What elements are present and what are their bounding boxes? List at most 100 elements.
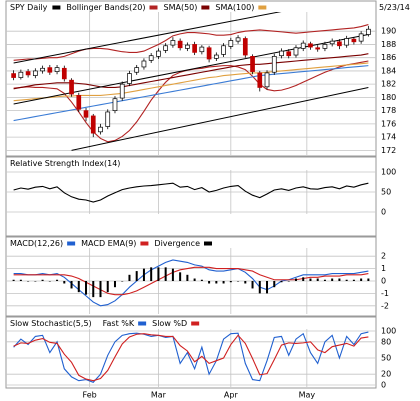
histogram-bar [367,278,370,281]
candle-body [293,47,299,56]
candle-body [242,38,248,56]
legend-swatch [67,241,76,246]
y-tick-label: 0 [381,208,386,217]
histogram-bar [85,281,88,295]
histogram-bar [360,278,363,281]
histogram-bar [135,271,138,281]
legend-swatch [138,321,147,326]
plot-area [13,182,369,203]
panel-frame [5,236,377,317]
candle-body [105,111,111,127]
legend-swatch [204,241,212,246]
candle-body [206,47,212,60]
histogram-bar [142,268,145,281]
y-tick-label: 176 [381,119,396,128]
histogram-bar [41,279,44,281]
y-tick-label: 180 [381,93,396,102]
legend-swatch [149,5,158,10]
candle-body [148,55,154,61]
candle-body [18,71,24,78]
series-line [13,259,369,307]
legend-label: MACD(12,26) [10,239,63,248]
candle-body [119,83,125,99]
legend-label: SMA(50) [164,3,198,12]
candle-body [344,38,350,46]
histogram-bar [302,277,305,281]
y-tick-label: 184 [381,66,396,75]
histogram-bar [294,278,297,281]
y-tick-label: 50 [381,188,391,197]
y-tick-label: 174 [381,133,396,142]
histogram-bar [164,267,167,281]
candle-body [271,56,277,73]
candle-body [221,45,226,55]
candle-body [47,67,53,73]
histogram-bar [27,281,30,282]
histogram-bar [244,281,247,284]
histogram-bar [150,267,153,281]
legend-label: Divergence [154,239,200,248]
y-tick-label: -2 [381,301,389,310]
legend-label: Slow %D [152,319,187,328]
histogram-bar [280,281,283,283]
y-tick-label: 0 [381,277,386,286]
chart-date: 5/23/14 [379,3,410,12]
series-line [13,24,369,61]
y-tick-label: 172 [381,146,396,155]
candle-body [322,44,328,49]
histogram-bar [352,279,355,281]
histogram-bar [63,281,66,284]
candle-body [98,126,103,133]
candle-body [199,46,205,53]
candle-body [54,67,60,72]
y-tick-label: 1 [381,264,386,273]
candle-body [337,41,342,47]
histogram-bar [258,281,261,294]
histogram-bar [215,281,218,284]
legend-label: SMA(100) [215,3,254,12]
candle-body [141,60,147,68]
candle-body [264,72,270,88]
histogram-bar [186,274,189,281]
series-line [13,266,369,296]
candle-body [163,45,169,51]
series-line [13,333,369,382]
panel-frame [5,156,377,237]
legend-swatch [191,321,200,326]
candle-body [40,67,45,72]
histogram-bar [12,279,15,281]
y-tick-label: 100 [381,327,396,336]
histogram-bar [316,278,319,281]
legend-swatch [140,241,149,246]
panel-frame [5,0,377,157]
histogram-bar [113,281,116,288]
candle-body [228,40,234,47]
candle-body [366,28,371,35]
y-tick-label: 100 [381,168,396,177]
candle-body [69,79,74,95]
candle-body [250,56,255,72]
panel-title: Relative Strength Index(14) [10,159,120,168]
trend-line [71,86,369,151]
x-tick-label: May [299,391,316,400]
series-line [13,62,369,102]
candle-body [300,42,306,49]
histogram-bar [251,281,254,289]
histogram-bar [309,278,312,281]
candle-body [177,40,183,49]
x-tick-label: Apr [224,391,239,400]
candle-body [315,47,321,50]
plot-area [11,12,371,151]
histogram-bar [128,274,131,281]
series-line [13,182,369,203]
legend-swatch [258,5,267,10]
candle-body [279,50,284,57]
candle-body [90,115,96,134]
y-tick-label: 188 [381,40,396,49]
candle-body [32,70,38,76]
series-line [13,331,369,383]
candle-body [170,40,176,46]
candle-body [308,43,313,48]
candle-body [213,54,219,59]
histogram-bar [273,281,276,288]
